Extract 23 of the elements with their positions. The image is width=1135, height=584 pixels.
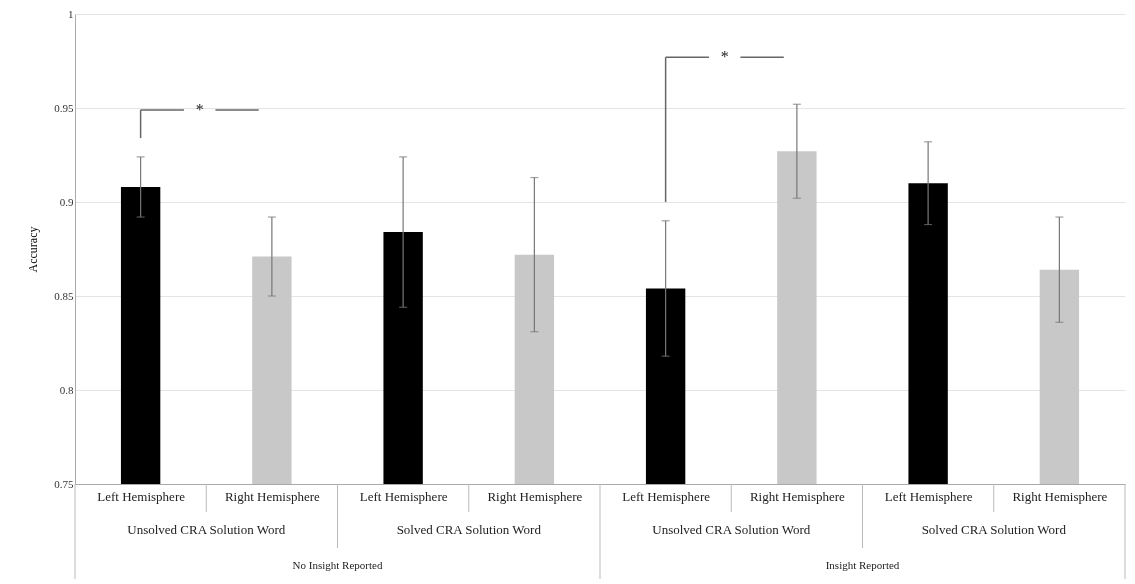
x-tick-label: Left Hemisphere <box>622 488 711 504</box>
x-tick-label: Left Hemisphere <box>884 488 973 504</box>
y-tick-label: 0.9 <box>59 195 74 208</box>
annotation: * <box>195 100 204 118</box>
y-tick-label: 0.8 <box>59 383 74 396</box>
x-tick-label: Left Hemisphere <box>97 488 186 504</box>
text: Unsolved CRA Solution Word <box>652 522 811 537</box>
y-tick-label: 0.95 <box>54 101 74 114</box>
text: Unsolved CRA Solution Word <box>127 522 286 537</box>
text: Solved CRA Solution Word <box>921 522 1067 537</box>
text: Insight Reported <box>825 559 900 571</box>
y-tick-label: 0.75 <box>54 477 74 490</box>
annotation: * <box>720 48 729 66</box>
x-tick-label: Left Hemisphere <box>359 488 448 504</box>
y-tick-label: 1 <box>68 7 74 20</box>
x-tick-label: Right Hemisphere <box>487 488 583 504</box>
y-axis-title: Accuracy <box>26 226 41 273</box>
x-tick-label: Right Hemisphere <box>1012 488 1108 504</box>
x-tick-label: Right Hemisphere <box>749 488 846 504</box>
x-tick-label: Right Hemisphere <box>224 488 321 504</box>
y-tick-label: 0.85 <box>54 289 74 302</box>
text: Solved CRA Solution Word <box>396 522 542 537</box>
text: No Insight Reported <box>292 559 383 571</box>
